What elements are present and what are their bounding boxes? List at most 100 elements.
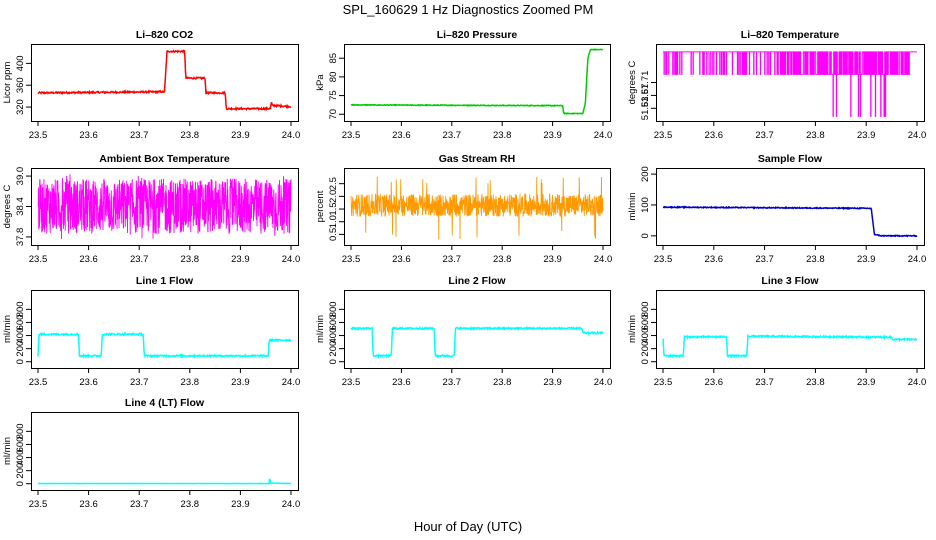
y-tick-label: 0 — [15, 481, 26, 486]
panel-frame — [656, 44, 925, 122]
x-tick-label: 23.8 — [181, 377, 200, 388]
panel-title: Line 1 Flow — [136, 275, 194, 287]
x-tick-label: 23.6 — [79, 377, 98, 388]
panel-title: Ambient Box Temperature — [99, 153, 230, 165]
y-tick-label: 51.67 — [640, 84, 651, 108]
x-tick-label: 23.6 — [705, 130, 724, 141]
y-tick-label: 0 — [15, 359, 26, 364]
panel-title: Gas Stream RH — [439, 153, 515, 165]
panel-frame — [344, 44, 611, 122]
x-tick-label: 23.6 — [392, 130, 411, 141]
x-tick-label: 23.8 — [806, 377, 825, 388]
x-tick-label: 23.5 — [29, 499, 48, 510]
panel-4: Ambient Box Temperature 23.5 23.6 23.7 23.8 2… — [2, 153, 300, 265]
panel-2: Li–820 Pressure 23.5 23.6 23.7 23.8 23.9 24.0 7… — [315, 29, 612, 141]
panel-frame — [656, 168, 925, 246]
x-tick-label: 24.0 — [282, 130, 301, 141]
x-tick-label: 23.7 — [130, 377, 149, 388]
panel-title: Li–820 CO2 — [136, 29, 193, 41]
y-axis-label: degrees C — [2, 184, 13, 228]
x-tick-label: 23.6 — [705, 377, 724, 388]
x-tick-label: 23.7 — [755, 130, 774, 141]
y-tick-label: 100 — [640, 197, 651, 213]
y-tick-label: 400 — [15, 55, 26, 71]
x-tick-label: 23.9 — [857, 254, 876, 265]
panel-7: Line 1 Flow 23.5 23.6 23.7 23.8 23.9 24.0 0 2004… — [2, 275, 300, 388]
y-tick-label: 1.0 — [328, 215, 339, 228]
y-tick-label: 400 — [15, 328, 26, 344]
x-tick-label: 23.7 — [443, 377, 462, 388]
y-tick-label: 70 — [328, 109, 339, 120]
panel-9: Line 3 Flow 23.5 23.6 23.7 23.8 23.9 24.0 0 2004… — [627, 275, 926, 388]
series-line — [662, 333, 918, 359]
x-tick-label: 23.9 — [543, 130, 562, 141]
y-tick-label: 600 — [640, 315, 651, 331]
y-axis-label: ml/min — [2, 437, 13, 465]
y-tick-label: 800 — [640, 301, 651, 317]
y-tick-label: 0.5 — [328, 228, 339, 241]
y-tick-label: 75 — [328, 90, 339, 101]
x-tick-label: 23.5 — [29, 254, 48, 265]
x-tick-label: 23.9 — [231, 130, 250, 141]
x-tick-label: 23.9 — [857, 377, 876, 388]
y-tick-label: 600 — [328, 315, 339, 331]
y-tick-label: 0 — [640, 359, 651, 364]
x-tick-label: 23.9 — [231, 499, 250, 510]
x-tick-label: 23.6 — [705, 254, 724, 265]
series-line — [37, 174, 292, 239]
panel-6: Sample Flow 23.5 23.6 23.7 23.8 23.9 24.0 0 100 2… — [627, 153, 926, 265]
y-tick-label: 200 — [328, 341, 339, 357]
x-tick-label: 23.5 — [342, 130, 361, 141]
x-tick-label: 23.8 — [493, 377, 512, 388]
series-line — [37, 49, 292, 112]
y-tick-label: 800 — [15, 301, 26, 317]
y-tick-label: 51.63 — [640, 96, 651, 120]
x-tick-label: 23.8 — [806, 254, 825, 265]
x-tick-label: 23.7 — [443, 254, 462, 265]
y-tick-label: 37.8 — [15, 228, 26, 247]
x-tick-label: 24.0 — [282, 499, 301, 510]
panel-title: Li–820 Temperature — [741, 29, 840, 41]
panel-1: Li–820 CO2 23.5 23.6 23.7 23.8 23.9 24.0 320 360… — [2, 29, 300, 141]
x-tick-label: 23.7 — [755, 254, 774, 265]
x-tick-label: 23.8 — [181, 254, 200, 265]
panel-8: Line 2 Flow 23.5 23.6 23.7 23.8 23.9 24.0 0 2004… — [315, 275, 612, 388]
y-axis-label: ml/min — [627, 315, 638, 343]
y-axis-label: ml/min — [315, 315, 326, 343]
x-tick-label: 23.6 — [79, 499, 98, 510]
y-tick-label: 0 — [640, 233, 651, 238]
x-tick-label: 24.0 — [594, 254, 613, 265]
series-line — [37, 478, 292, 485]
y-tick-label: 320 — [15, 99, 26, 115]
panel-5: Gas Stream RH 23.5 23.6 23.7 23.8 23.9 24.0 0.5… — [315, 153, 612, 265]
x-tick-label: 23.6 — [392, 254, 411, 265]
x-tick-label: 24.0 — [908, 130, 927, 141]
panel-frame — [344, 168, 611, 246]
y-tick-label: 200 — [15, 341, 26, 357]
panel-3: Li–820 Temperature 23.5 23.6 23.7 23.8 23.9 24… — [627, 29, 926, 141]
y-tick-label: 51.71 — [640, 71, 651, 95]
series-line — [350, 48, 604, 115]
y-tick-label: 600 — [15, 437, 26, 453]
y-tick-label: 1.5 — [328, 202, 339, 215]
x-tick-label: 23.8 — [493, 130, 512, 141]
x-tick-label: 23.8 — [181, 499, 200, 510]
x-tick-label: 23.8 — [493, 254, 512, 265]
x-tick-label: 24.0 — [282, 254, 301, 265]
x-tick-label: 24.0 — [908, 254, 927, 265]
x-tick-label: 24.0 — [282, 377, 301, 388]
y-axis-label: percent — [315, 190, 326, 222]
x-tick-label: 24.0 — [594, 130, 613, 141]
figure-xlabel: Hour of Day (UTC) — [414, 519, 522, 534]
y-axis-label: ml/min — [627, 193, 638, 221]
panel-frame — [31, 168, 299, 246]
y-tick-label: 800 — [328, 301, 339, 317]
x-tick-label: 23.5 — [654, 377, 673, 388]
y-tick-label: 400 — [640, 328, 651, 344]
panel-frame — [31, 412, 299, 491]
y-tick-label: 85 — [328, 53, 339, 64]
panels: Li–820 CO2 23.5 23.6 23.7 23.8 23.9 24.0 320 360… — [2, 29, 926, 510]
panel-title: Sample Flow — [758, 153, 823, 165]
x-tick-label: 24.0 — [594, 377, 613, 388]
y-tick-label: 360 — [15, 77, 26, 93]
